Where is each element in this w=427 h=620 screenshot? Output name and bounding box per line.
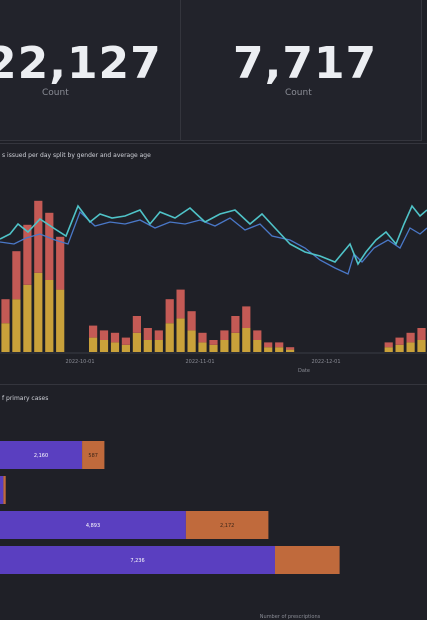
series-line-blue [0,210,427,275]
bar-segment [23,284,32,352]
bar-segment [165,299,174,324]
bar-segment [406,332,415,343]
bar-segment [132,332,141,352]
kpi-card-total: 22,127 Count [0,0,181,141]
bar-segment [264,347,273,352]
x-axis-label: Date [298,368,310,374]
hbar-value-label: 587 [88,453,98,459]
timeseries-chart: 2022-10-01 2022-11-01 2022-12-01 Date [0,200,427,374]
horizontal-bars: 2,160 587 4,893 2,172 7,236 [0,441,340,574]
hbar-segment [0,441,83,469]
bar-segment [395,337,404,345]
bar-segment [176,318,185,352]
bar-segment [110,332,120,343]
bar-segment [384,342,393,348]
hbar-value-label: 2,172 [220,523,234,529]
hbar-segment [275,546,340,574]
bar-segment [12,299,21,352]
bar-segment [264,342,273,348]
series-line-teal [0,204,427,266]
bar-segment [56,289,65,352]
bar-segment [23,224,32,285]
bar-segment [417,328,426,340]
bar-segment [231,332,240,352]
bar-segment [187,311,196,331]
bar-segment [406,342,415,352]
hbar-x-axis-label: Number of prescriptions [260,614,321,620]
kpi-label-secondary: Count [285,88,312,98]
bar-segment [165,323,174,352]
bar-segment [121,337,130,345]
bar-segment [209,344,218,352]
bar-segment [89,325,98,338]
bar-segment [34,200,43,273]
bar-segment [253,340,262,352]
bar-panel-title: f primary cases [2,395,49,402]
bar-segment [89,337,98,352]
bar-segment [110,342,120,352]
bar-segment [154,330,163,340]
bar-segment [121,344,130,352]
bar-segment [176,289,185,319]
bar-segment [198,342,207,352]
bar-segment [395,344,404,352]
hbar-segment [185,511,269,539]
bar-segment [99,340,109,352]
x-tick-3: 2022-12-01 [311,359,340,365]
kpi-card-secondary: 7,717 Count [181,0,422,141]
bar-segment [286,347,295,350]
bar-segment [384,347,393,352]
bar-segment [187,330,196,352]
bar-segment [99,330,109,340]
bar-segment [253,330,262,340]
hbar-value-label: 4,893 [86,523,100,529]
horizontal-bar-chart: 2,160 587 4,893 2,172 7,236 Number of prescr… [0,441,340,620]
bar-segment [1,299,10,324]
bar-panel: f primary cases 2,160 587 4,893 2,172 7,236 … [0,384,427,620]
kpi-value-total: 22,127 [0,38,162,89]
bar-segment [209,340,218,345]
stacked-bars [1,200,426,352]
kpi-value-secondary: 7,717 [233,38,378,89]
bar-segment [275,342,284,348]
timeseries-title: s issued per day split by gender and ave… [2,152,151,159]
bar-segment [12,251,21,300]
x-tick-1: 2022-10-01 [65,359,94,365]
kpi-row: 22,127 Count 7,717 Count [0,0,427,143]
bar-segment [220,340,229,352]
bar-segment [242,306,251,328]
bar-segment [143,340,152,352]
hbar-value-label: 7,236 [130,558,144,564]
hbar-segment [0,476,4,504]
bar-segment [417,340,426,352]
bar-segment [231,316,240,333]
bar-segment [1,323,10,352]
hbar-segment [3,476,6,504]
bar-segment [132,316,141,333]
x-tick-2: 2022-11-01 [185,359,214,365]
bar-segment [45,280,54,352]
kpi-label-total: Count [42,88,69,98]
bar-segment [56,236,65,290]
bar-segment [34,272,43,352]
bar-segment [154,340,163,352]
bar-segment [143,328,152,340]
bar-segment [275,347,284,352]
bar-segment [286,349,295,352]
bar-segment [198,332,207,343]
hbar-value-label: 2,160 [34,453,48,459]
hbar-segment [82,441,105,469]
hbar-segment [0,546,275,574]
timeseries-panel: s issued per day split by gender and ave… [0,143,427,384]
bar-segment [220,330,229,340]
bar-segment [45,212,54,280]
bar-segment [242,328,251,352]
hbar-segment [0,511,186,539]
